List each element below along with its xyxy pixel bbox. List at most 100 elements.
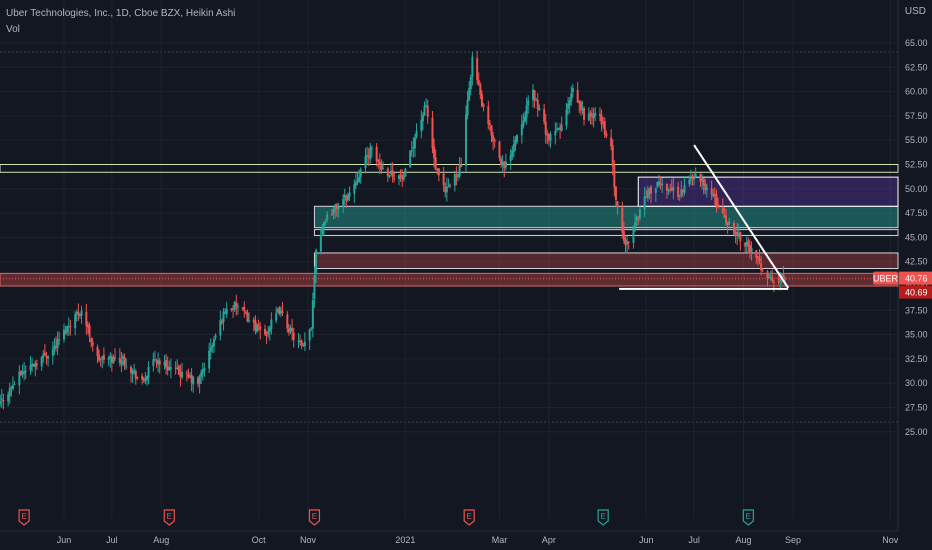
candle-body xyxy=(241,307,244,309)
candle-body xyxy=(568,100,571,106)
candle-body xyxy=(145,376,148,381)
candle-body xyxy=(155,360,158,363)
candle-body xyxy=(34,362,37,367)
candle-body xyxy=(576,89,579,103)
candle-body xyxy=(603,121,606,135)
candle-body xyxy=(201,370,204,374)
trendlines xyxy=(619,144,790,290)
candle-body xyxy=(622,231,625,241)
candle-body xyxy=(222,311,225,323)
candle-body xyxy=(468,88,471,101)
candle-body xyxy=(2,400,5,402)
candle-body xyxy=(110,356,113,363)
candle-body xyxy=(291,328,294,332)
candle-body xyxy=(246,312,249,322)
candle-body xyxy=(8,387,11,397)
candles xyxy=(0,50,787,410)
candle-body xyxy=(627,241,630,243)
x-tick-label: Jun xyxy=(57,535,72,545)
candle-body xyxy=(659,183,662,186)
candle-body xyxy=(691,177,694,179)
indicator-label[interactable]: Vol xyxy=(6,24,20,35)
y-tick-label: 25.00 xyxy=(905,427,928,437)
candle-body xyxy=(748,245,751,254)
candle-body xyxy=(680,189,683,195)
candle-body xyxy=(460,164,463,167)
candle-body xyxy=(634,222,637,226)
candle-body xyxy=(737,233,740,236)
candle-body xyxy=(10,386,13,388)
candle-body xyxy=(768,276,771,278)
candle-body xyxy=(300,340,303,345)
price-labels: UBER 40.76 40.69 xyxy=(0,271,932,299)
earnings-marker-label: E xyxy=(167,512,172,521)
candle-body xyxy=(152,359,155,366)
candle-body xyxy=(122,356,125,359)
y-tick-label: 27.50 xyxy=(905,403,928,413)
candle-body xyxy=(112,357,115,363)
candle-body xyxy=(583,108,586,120)
candle-body xyxy=(308,329,311,341)
candle-body xyxy=(503,161,506,168)
candle-body xyxy=(332,209,335,214)
y-tick-label: 42.50 xyxy=(905,257,928,267)
candle-body xyxy=(487,106,490,125)
candle-body xyxy=(471,56,474,77)
candle-body xyxy=(658,181,661,184)
candle-body xyxy=(114,357,117,359)
candle-body xyxy=(431,117,434,148)
candle-body xyxy=(635,217,638,221)
candle-body xyxy=(683,184,686,193)
candle-body xyxy=(672,187,675,191)
candle-body xyxy=(592,113,595,119)
candle-body xyxy=(276,309,279,313)
candle-body xyxy=(157,360,160,365)
candle-body xyxy=(196,377,199,384)
candle-body xyxy=(434,157,437,170)
candle-body xyxy=(236,306,239,308)
candle-body xyxy=(90,338,93,342)
symbol-badge xyxy=(873,271,898,285)
candle-body xyxy=(107,357,110,360)
candle-body xyxy=(189,376,192,378)
candle-body xyxy=(377,160,380,162)
candle-body xyxy=(723,214,726,218)
x-tick-label: Sep xyxy=(785,535,801,545)
candle-body xyxy=(257,324,260,326)
candle-body xyxy=(544,121,547,135)
candle-body xyxy=(425,105,428,107)
candle-body xyxy=(56,339,59,349)
candle-body xyxy=(780,275,783,277)
candle-body xyxy=(736,231,739,237)
candle-body xyxy=(594,112,597,116)
candle-body xyxy=(571,88,574,93)
candle-body xyxy=(208,350,211,369)
candle-body xyxy=(784,279,787,281)
candle-body xyxy=(386,168,389,176)
candle-body xyxy=(421,115,424,122)
currency-label[interactable]: USD xyxy=(904,6,926,17)
candle-body xyxy=(366,154,369,157)
candle-body xyxy=(734,231,737,235)
candle-body xyxy=(354,182,357,186)
candle-body xyxy=(69,326,72,328)
candle-body xyxy=(514,139,517,147)
candle-body xyxy=(78,314,81,316)
candle-body xyxy=(614,186,617,200)
candle-body xyxy=(321,228,324,234)
x-tick-label: 2021 xyxy=(395,535,415,545)
candle-body xyxy=(533,90,536,100)
candle-body xyxy=(334,204,337,211)
candle-body xyxy=(626,241,629,245)
candle-body xyxy=(560,124,563,131)
candle-body xyxy=(656,181,659,187)
candle-body xyxy=(267,331,270,335)
candle-body xyxy=(504,161,507,168)
y-tick-label: 30.00 xyxy=(905,378,928,388)
secondary-price-badge xyxy=(899,285,932,299)
candle-body xyxy=(11,385,14,389)
x-tick-label: Jun xyxy=(639,535,654,545)
candle-body xyxy=(600,115,603,125)
